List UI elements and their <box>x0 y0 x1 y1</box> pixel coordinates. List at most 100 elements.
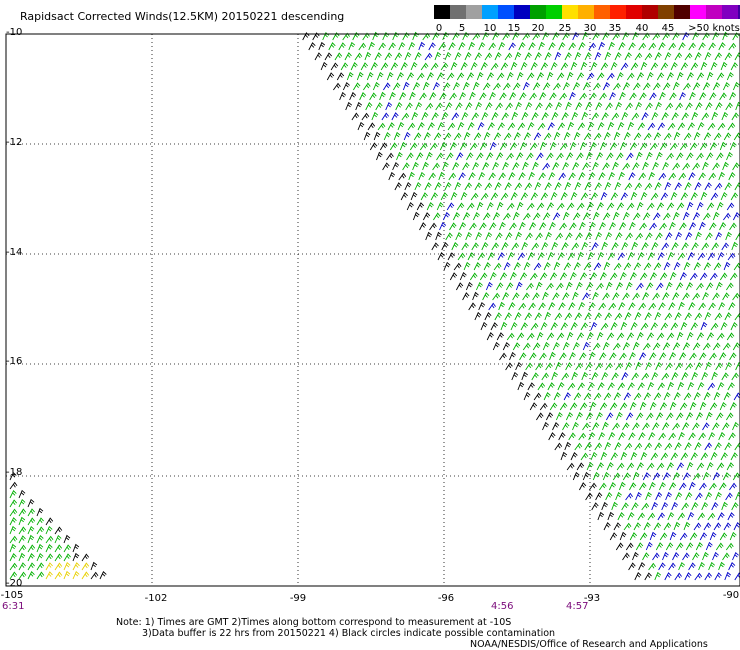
wind-barb <box>625 281 633 291</box>
wind-barb <box>482 292 490 301</box>
wind-barb <box>565 362 573 371</box>
wind-barb <box>571 111 579 121</box>
wind-barb <box>558 172 566 181</box>
wind-barb <box>634 182 643 191</box>
wind-barb <box>627 121 635 131</box>
wind-barb <box>549 221 556 231</box>
legend-swatch <box>562 5 578 19</box>
wind-barb <box>663 132 672 141</box>
wind-barb <box>720 61 728 71</box>
wind-barb <box>499 142 508 151</box>
wind-barb <box>443 132 452 141</box>
wind-barb <box>505 102 513 111</box>
wind-barb <box>514 312 522 321</box>
wind-barb <box>683 82 691 91</box>
wind-barb <box>564 52 572 61</box>
wind-barb <box>566 152 574 161</box>
wind-barb <box>441 111 449 121</box>
wind-barb <box>419 222 427 231</box>
wind-barb <box>626 202 635 211</box>
wind-barb <box>426 72 434 81</box>
wind-barb <box>624 52 632 61</box>
wind-barb <box>533 212 541 221</box>
wind-barb <box>525 362 533 371</box>
wind-barb <box>393 82 401 91</box>
wind-barb <box>565 411 574 421</box>
wind-barb <box>475 281 483 291</box>
wind-barb <box>692 422 700 431</box>
wind-barb <box>704 51 712 61</box>
wind-barb <box>433 212 441 221</box>
wind-barb <box>708 561 716 571</box>
wind-barb <box>431 112 439 121</box>
wind-barb <box>647 381 655 391</box>
wind-barb <box>572 471 580 481</box>
wind-barb <box>527 382 535 391</box>
wind-barb <box>374 52 382 61</box>
wind-barb <box>711 371 718 381</box>
wind-barb <box>338 42 346 51</box>
wind-barb <box>594 442 603 451</box>
wind-barb <box>357 121 365 131</box>
wind-barb <box>523 212 531 221</box>
wind-barb <box>695 231 702 241</box>
wind-barb <box>569 91 576 101</box>
wind-barb <box>462 292 470 301</box>
wind-barb <box>546 282 554 291</box>
wind-barb <box>531 242 540 251</box>
wind-barb <box>724 312 732 321</box>
wind-barb <box>698 172 706 181</box>
wind-barb <box>732 212 740 221</box>
wind-barb <box>460 191 468 201</box>
wind-barb <box>542 421 550 431</box>
wind-barb <box>502 341 510 351</box>
wind-barb <box>540 192 549 201</box>
wind-barb <box>704 311 712 321</box>
wind-barb <box>725 492 733 501</box>
wind-barb <box>462 162 470 171</box>
wind-barb <box>608 481 617 491</box>
wind-barb <box>605 492 613 501</box>
wind-barb <box>557 381 565 391</box>
wind-barb <box>482 162 490 171</box>
wind-barb <box>576 332 585 341</box>
wind-barb <box>700 321 708 331</box>
lon-label: -102 <box>144 593 168 604</box>
wind-barb <box>671 372 679 381</box>
wind-barb <box>450 191 458 201</box>
wind-barb <box>560 322 568 331</box>
wind-barb <box>629 351 636 361</box>
wind-barb <box>638 432 646 441</box>
wind-barb <box>701 371 709 381</box>
wind-barb <box>479 142 488 151</box>
wind-barb <box>529 142 538 151</box>
wind-barb <box>427 122 435 131</box>
wind-barb <box>603 212 611 221</box>
wind-barb <box>684 572 692 581</box>
wind-barb <box>591 502 599 511</box>
wind-barb <box>705 411 713 421</box>
wind-barb <box>430 192 438 201</box>
wind-barb <box>612 342 621 351</box>
wind-barb <box>665 281 673 291</box>
wind-barb <box>444 51 452 61</box>
wind-barb <box>619 91 626 101</box>
legend-swatch <box>658 5 674 19</box>
wind-barb <box>731 502 739 511</box>
wind-barb <box>503 212 511 221</box>
wind-barb <box>510 321 518 331</box>
wind-barb <box>508 42 516 51</box>
lon-label: -105 <box>0 590 24 601</box>
wind-barb <box>402 162 410 171</box>
wind-barb <box>599 482 607 491</box>
wind-barb <box>658 562 666 571</box>
wind-barb <box>481 111 489 121</box>
wind-barb <box>615 411 623 421</box>
wind-barb <box>442 161 449 171</box>
wind-barb <box>725 361 733 371</box>
wind-barb <box>644 182 653 191</box>
wind-barb <box>27 517 36 526</box>
legend-swatch <box>450 5 466 19</box>
wind-barb <box>600 191 608 201</box>
wind-barb <box>467 122 475 131</box>
